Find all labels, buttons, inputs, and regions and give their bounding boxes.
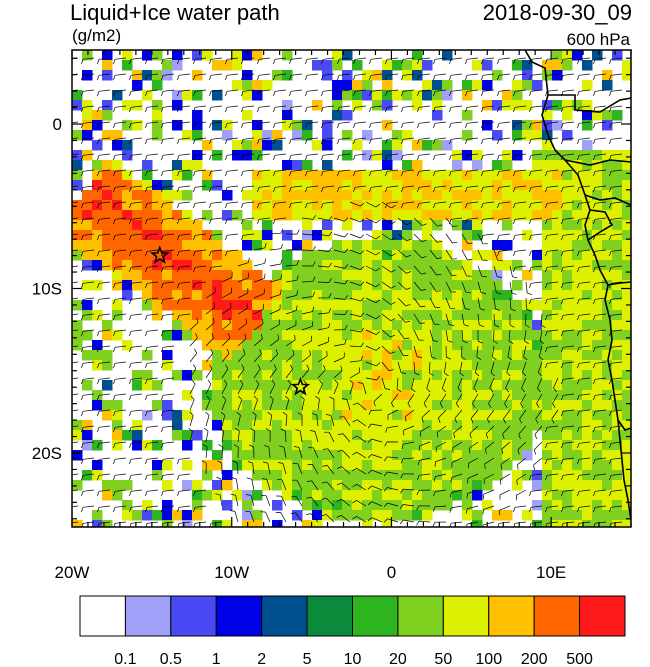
colorbar-label-7: 50 [434, 651, 452, 667]
colorbar-label-2: 1 [212, 651, 221, 667]
plot-area: 20W 10W 0 10E 0 10S 20S [32, 49, 632, 582]
colorbar-swatch-10 [533, 595, 581, 637]
colorbar-label-0: 0.1 [114, 651, 136, 667]
lat-tick-label-2: 20S [32, 444, 62, 463]
africa-coastline [524, 50, 631, 521]
border-4 [587, 209, 614, 241]
star-marker-1 [150, 245, 170, 264]
lat-tick-label-0: 0 [53, 115, 62, 134]
colorbar-swatch-8 [442, 595, 490, 637]
datetime-label: 2018-09-30_09 [482, 0, 632, 25]
star-marker-2 [290, 376, 311, 396]
map-title: Liquid+Ice water path [70, 0, 280, 25]
colorbar-label-9: 200 [521, 651, 548, 667]
border-3 [584, 194, 631, 206]
border-6 [617, 419, 631, 431]
colorbar-swatch-11 [579, 595, 626, 637]
marker-stars [150, 245, 311, 396]
colorbar-label-10: 500 [566, 651, 593, 667]
colorbar-swatch-1 [124, 595, 172, 637]
colorbar: 0.1 0.5 1 2 5 10 20 50 100 200 500 [79, 595, 626, 667]
colorbar-swatch-3 [215, 595, 263, 637]
colorbar-swatch-4 [261, 595, 308, 637]
water-path-field [72, 50, 631, 527]
border-1 [548, 94, 631, 113]
border-5 [607, 281, 631, 286]
lon-tick-label-0: 20W [55, 563, 90, 582]
colorbar-label-3: 2 [257, 651, 266, 667]
colorbar-swatch-6 [352, 595, 399, 637]
axis-ticks [71, 50, 632, 527]
colorbar-swatch-7 [397, 595, 444, 637]
colorbar-label-8: 100 [475, 651, 502, 667]
colorbar-label-1: 0.5 [160, 651, 182, 667]
colorbar-swatch-2 [170, 595, 217, 637]
colorbar-swatch-5 [306, 595, 354, 637]
lon-tick-label-2: 0 [387, 563, 396, 582]
colorbar-swatch-9 [488, 595, 535, 637]
colorbar-label-4: 5 [303, 651, 312, 667]
lon-tick-label-1: 10W [214, 563, 249, 582]
colorbar-swatch-0 [79, 595, 126, 637]
pressure-level-label: 600 hPa [566, 30, 630, 49]
lon-tick-label-3: 10E [536, 563, 566, 582]
units-label: (g/m2) [72, 26, 122, 45]
axis-tick-labels: 20W 10W 0 10E 0 10S 20S [32, 115, 567, 582]
lat-tick-label-1: 10S [32, 280, 62, 299]
border-2 [564, 159, 631, 166]
colorbar-label-5: 10 [344, 651, 362, 667]
coastline [524, 50, 631, 521]
colorbar-label-6: 20 [389, 651, 407, 667]
